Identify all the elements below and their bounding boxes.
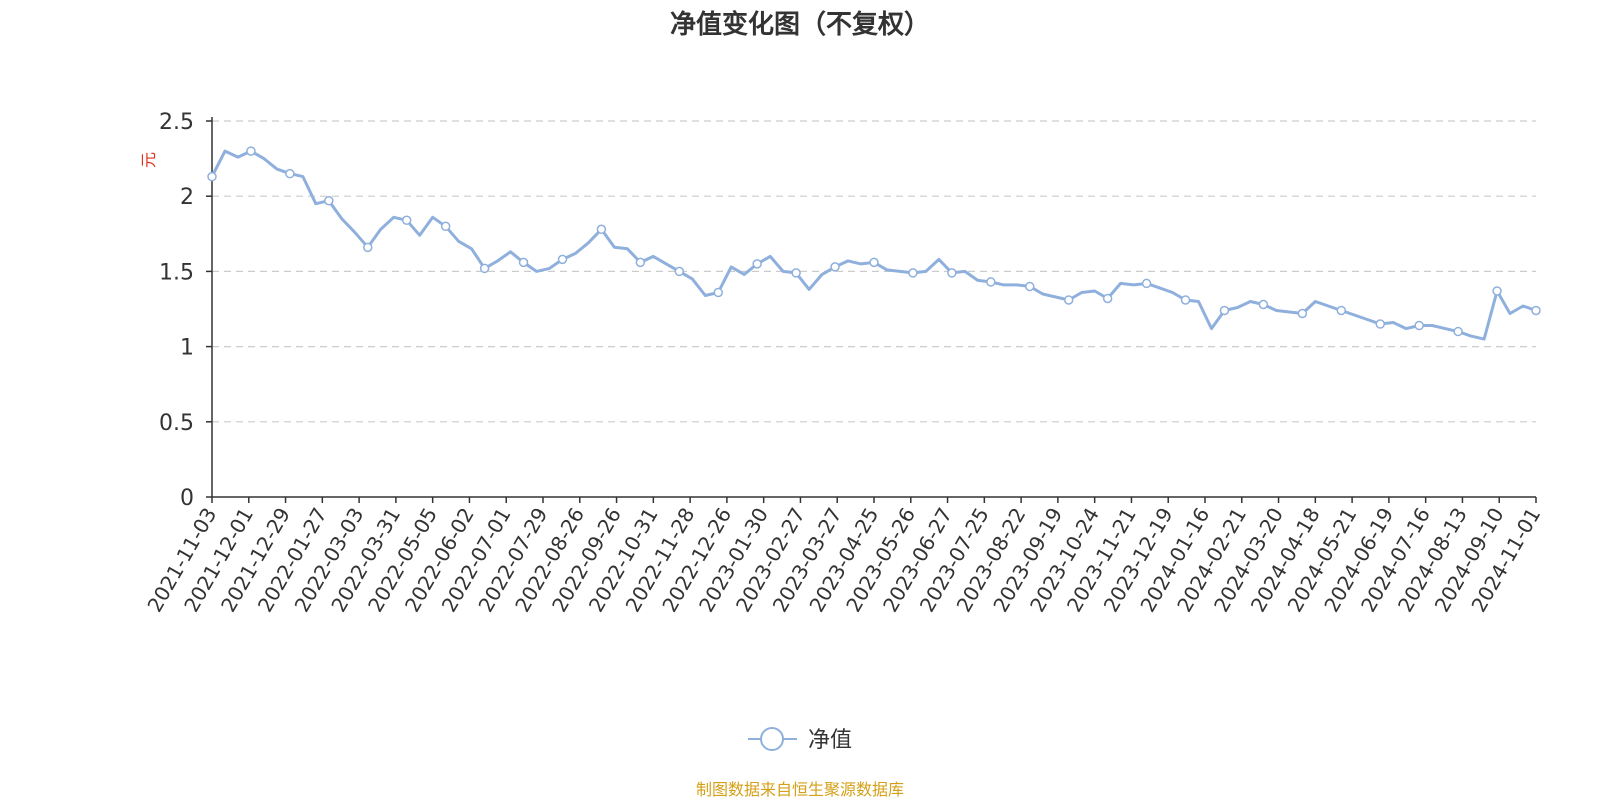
data-point[interactable] (557, 254, 568, 265)
data-point[interactable] (635, 257, 646, 268)
y-tick-label: 2 (180, 185, 194, 210)
data-point[interactable] (674, 266, 685, 277)
y-tick-label: 1.5 (159, 260, 194, 285)
data-point[interactable] (791, 268, 801, 278)
data-point[interactable] (1102, 293, 1113, 304)
data-point[interactable] (752, 259, 762, 269)
y-tick-label: 0 (180, 486, 194, 511)
data-point[interactable] (1063, 295, 1074, 305)
data-point[interactable] (908, 268, 918, 278)
chart-title: 净值变化图（不复权） (669, 10, 930, 40)
data-point[interactable] (986, 277, 996, 287)
data-point[interactable] (285, 168, 295, 179)
legend-circle-icon (760, 727, 784, 751)
data-point[interactable] (713, 287, 723, 298)
data-point[interactable] (1025, 281, 1035, 292)
source-note: 制图数据来自恒生聚源数据库 (695, 780, 904, 799)
data-point[interactable] (830, 262, 840, 272)
data-point[interactable] (869, 257, 879, 268)
legend-label: 净值 (808, 728, 852, 753)
data-point[interactable] (1414, 320, 1424, 331)
grid-lines (212, 120, 1536, 423)
data-point[interactable] (596, 224, 607, 235)
x-tick-labels: 2021-11-032021-12-012021-12-292022-01-27… (142, 504, 1545, 617)
data-point[interactable] (1297, 308, 1308, 319)
data-point[interactable] (246, 146, 256, 156)
y-tick-label: 0.5 (159, 411, 194, 436)
y-tick-label: 1 (180, 336, 194, 361)
data-point[interactable] (1141, 278, 1152, 289)
data-point[interactable] (401, 215, 412, 226)
data-point[interactable] (207, 171, 217, 182)
y-tick-label: 2.5 (159, 110, 194, 135)
data-point[interactable] (440, 221, 451, 232)
data-point[interactable] (479, 263, 490, 274)
y-axis-label: 元 (139, 152, 158, 168)
data-point[interactable] (518, 257, 529, 268)
data-point[interactable] (1258, 299, 1269, 310)
data-point[interactable] (1531, 305, 1541, 316)
series-layer (207, 146, 1541, 341)
data-point[interactable] (324, 195, 334, 206)
data-point[interactable] (1453, 326, 1463, 337)
data-point[interactable] (947, 268, 957, 278)
data-point[interactable] (363, 242, 373, 253)
legend[interactable]: 净值 (748, 727, 852, 753)
data-point[interactable] (1375, 319, 1385, 329)
data-point[interactable] (1492, 286, 1502, 296)
data-point[interactable] (1180, 295, 1191, 305)
data-point[interactable] (1219, 305, 1230, 316)
data-point[interactable] (1336, 305, 1347, 316)
y-tick-labels: 0 0.5 1 1.5 2 2.5 (159, 110, 194, 511)
